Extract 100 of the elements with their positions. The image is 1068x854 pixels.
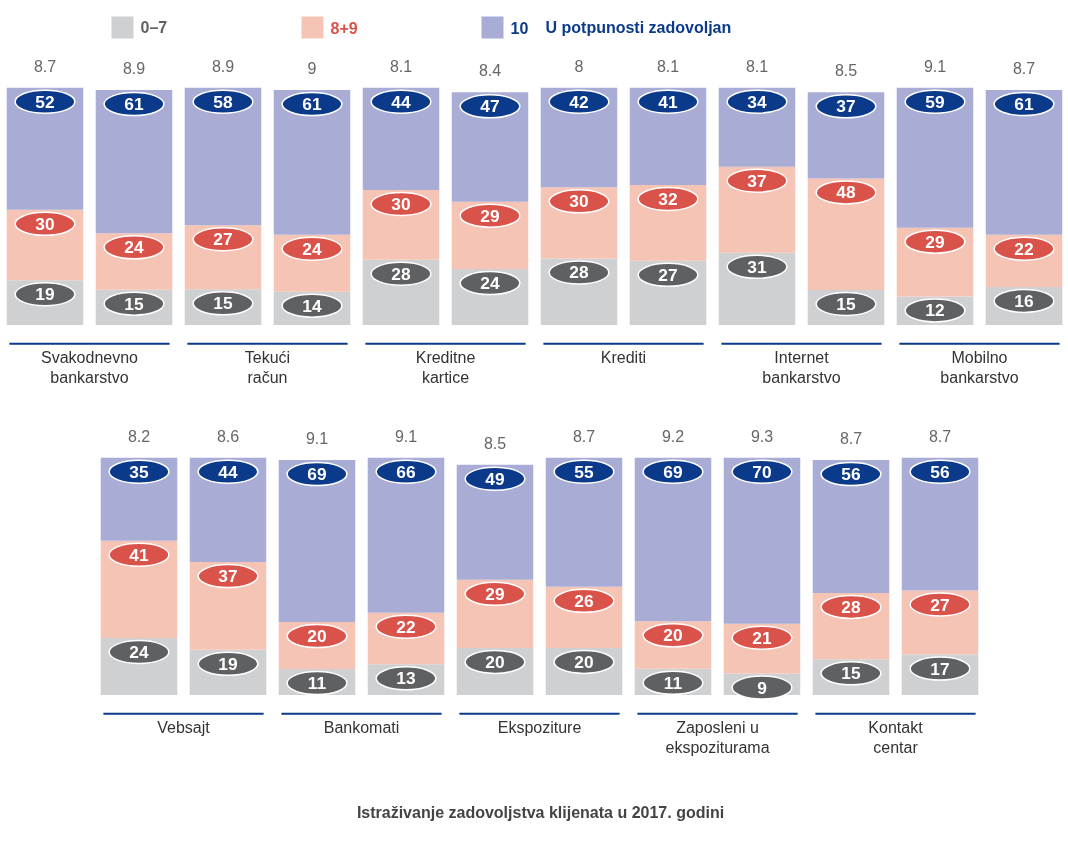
data-label: 26 [574,590,594,611]
text: 8.5 [483,434,507,452]
data-label: 24 [302,238,322,259]
text: Bankomati [323,718,400,736]
text: 8.1 [656,57,680,75]
data-label: 15 [213,293,233,314]
data-label: 11 [663,672,683,693]
data-label: 61 [302,94,322,115]
data-label: 24 [480,273,500,294]
legend-label: 0–7 [140,19,168,36]
data-label: 37 [218,566,238,587]
text: 9.3 [750,427,774,445]
data-label: 24 [129,641,149,662]
data-label: 56 [930,461,950,482]
data-label: 27 [658,264,678,285]
data-label: 30 [391,194,411,215]
data-label: 59 [925,91,945,112]
data-label: 70 [752,461,772,482]
text: 8.6 [216,427,240,445]
data-label: 20 [663,625,683,646]
data-label: 28 [841,596,861,617]
data-label: 14 [302,295,322,316]
data-label: 55 [574,461,594,482]
data-label: 11 [307,673,327,694]
data-label: 15 [841,663,861,684]
data-label: 48 [836,182,856,203]
text: 8.1 [745,57,769,75]
data-label: 41 [129,544,149,565]
data-label: 56 [841,464,861,485]
data-label: 61 [124,94,144,115]
data-label: 22 [1014,238,1034,259]
text: 9.1 [923,57,947,75]
data-label: 29 [480,205,500,226]
text: U potpunosti zadovoljan [545,19,732,36]
data-label: 19 [35,284,55,305]
data-label: 69 [663,461,683,482]
data-label: 15 [124,293,144,314]
data-label: 30 [569,191,589,212]
data-label: 20 [307,626,327,647]
text: 8.5 [834,62,858,80]
text: 8 [574,57,584,75]
text: 9 [307,60,317,78]
text: Krediti [600,348,647,366]
data-label: 19 [218,653,238,674]
data-label: 44 [391,91,411,112]
data-label: 16 [1014,290,1034,311]
text: 8.2 [127,427,151,445]
data-label: 32 [658,188,678,209]
data-label: 9 [757,677,767,698]
text: 9.1 [394,427,418,445]
data-label: 37 [747,170,767,191]
text: Mobilno bankarstvo [940,348,1019,386]
text: 8.7 [572,427,596,445]
text: Vebsajt [157,718,211,736]
text: 8.4 [478,62,502,80]
text: 8.7 [928,427,952,445]
data-label: 31 [747,256,767,277]
data-label: 69 [307,464,327,485]
data-label: 42 [569,91,589,112]
data-label: 49 [485,468,505,489]
data-label: 24 [124,237,144,258]
data-label: 21 [752,627,772,648]
data-label: 12 [925,300,945,321]
data-label: 29 [485,583,505,604]
data-label: 34 [747,91,767,112]
text: 8.9 [122,60,146,78]
text: Svakodnevno bankarstvo [41,348,139,386]
text: 8.7 [33,57,57,75]
text: 8.7 [1012,60,1036,78]
text: 9.2 [661,427,685,445]
data-label: 29 [925,231,945,252]
data-label: 30 [35,213,55,234]
data-label: 28 [391,263,411,284]
text: Zaposleni u ekspoziturama [665,718,770,756]
text: 9.1 [305,430,329,448]
data-label: 27 [930,594,950,615]
data-label: 20 [485,651,505,672]
data-label: 37 [836,96,856,117]
data-label: 61 [1014,94,1034,115]
data-label: 15 [836,294,856,315]
text: Internet bankarstvo [762,348,841,386]
text: 8.9 [211,57,235,75]
data-label: 27 [213,229,233,250]
data-label: 47 [480,96,500,117]
text: Kontakt centar [868,718,924,756]
data-label: 22 [396,616,416,637]
data-label: 66 [396,461,416,482]
data-label: 17 [930,658,950,679]
legend-label: 10 [510,19,529,37]
text: 8.7 [839,430,863,448]
data-label: 20 [574,651,594,672]
data-label: 13 [396,668,416,689]
text: Kreditne kartice [415,348,476,386]
data-label: 35 [129,461,149,482]
data-label: 44 [218,461,238,482]
text: Ekspoziture [497,718,582,736]
data-label: 58 [213,91,233,112]
data-label: 52 [35,91,55,112]
data-label: 41 [658,91,678,112]
text: Tekući račun [244,348,291,386]
